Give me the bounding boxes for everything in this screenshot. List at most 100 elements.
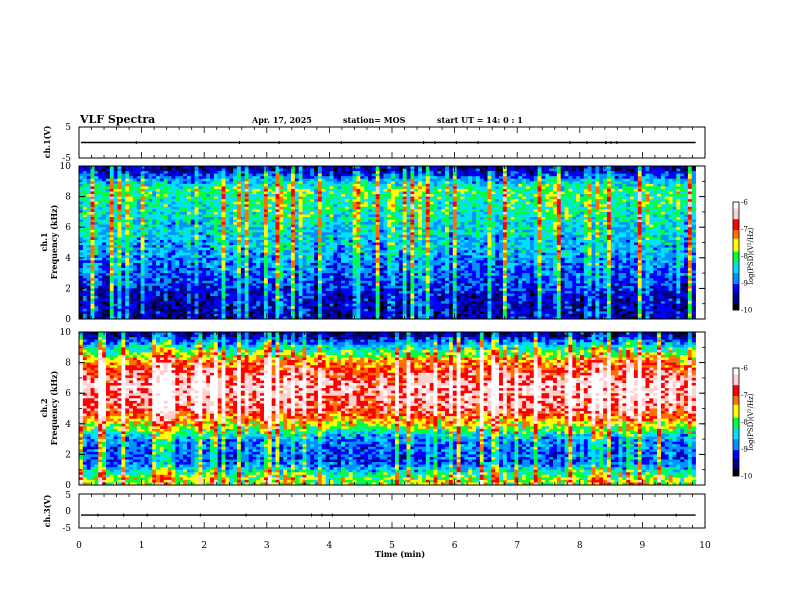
spectrogram-cell [79,291,83,294]
spectrogram-cell [245,265,249,268]
spectrogram-cell [187,181,191,184]
spectrogram-cell [237,245,241,248]
spectrogram-cell [276,220,280,223]
spectrogram-cell [260,217,264,220]
spectrogram-cell [337,245,341,248]
spectrogram-cell [356,169,360,172]
spectrogram-cell [322,202,326,205]
spectrogram-cell [106,291,110,294]
spectrogram-cell [330,232,334,235]
spectrogram-cell [148,181,152,184]
spectrogram-cell [110,230,114,233]
spectrogram-cell [376,260,380,263]
spectrogram-cell [218,288,222,291]
spectrogram-cell [79,237,83,240]
spectrogram-cell [314,217,318,220]
spectrogram-cell [264,217,268,220]
spectrogram-cell [322,311,326,314]
spectrogram-cell [287,273,291,276]
spectrogram-cell [303,217,307,220]
spectrogram-cell [179,304,183,307]
spectrogram-cell [195,265,199,268]
spectrogram-cell [91,271,95,274]
spectrogram-cell [287,291,291,294]
spectrogram-cell [175,311,179,314]
spectrogram-cell [102,214,106,217]
spectrogram-cell [121,222,125,225]
spectrogram-cell [187,237,191,240]
spectrogram-cell [79,314,83,317]
spectrogram-cell [264,243,268,246]
spectrogram-cell [279,243,283,246]
spectrogram-cell [175,199,179,202]
spectrogram-cell [187,255,191,258]
spectrogram-cell [241,186,245,189]
spectrogram-cell [187,258,191,261]
spectrogram-cell [164,250,168,253]
spectrogram-cell [391,268,395,271]
spectrogram-cell [260,214,264,217]
spectrogram-cell [225,288,229,291]
spectrogram-cell [249,263,253,266]
spectrogram-cell [337,309,341,312]
spectrogram-cell [272,202,276,205]
spectrogram-cell [79,189,83,192]
spectrogram-cell [383,271,387,274]
spectrogram-cell [353,237,357,240]
spectrogram-cell [360,288,364,291]
spectrogram-cell [372,202,376,205]
spectrogram-cell [156,199,160,202]
spectrogram-cell [129,314,133,317]
spectrogram-cell [314,212,318,215]
spectrogram-cell [125,260,129,263]
spectrogram-cell [337,288,341,291]
spectrogram-cell [129,299,133,302]
spectrogram-cell [183,296,187,299]
spectrogram-cell [260,291,264,294]
spectrogram-cell [391,288,395,291]
spectrogram-cell [299,248,303,251]
spectrogram-cell [214,250,218,253]
spectrogram-cell [360,235,364,238]
spectrogram-cell [252,245,256,248]
spectrogram-cell [272,294,276,297]
spectrogram-cell [191,220,195,223]
spectrogram-cell [233,199,237,202]
spectrogram-cell [391,202,395,205]
spectrogram-cell [349,235,353,238]
spectrogram-cell [337,225,341,228]
spectrogram-cell [137,253,141,256]
ch1-spectrogram-panel: 0246810 ch.1 Frequency (kHz) [39,162,705,325]
spectrogram-cell [387,278,391,281]
spectrogram-cell [372,169,376,172]
spectrogram-cell [391,230,395,233]
spectrogram-cell [252,184,256,187]
spectrogram-cell [98,222,102,225]
spectrogram-cell [152,304,156,307]
spectrogram-cell [291,250,295,253]
spectrogram-cell [333,220,337,223]
spectrogram-cell [387,209,391,212]
spectrogram-cell [202,227,206,230]
spectrogram-cell [156,230,160,233]
spectrogram-cell [249,304,253,307]
spectrogram-cell [287,268,291,271]
spectrogram-cell [233,304,237,307]
spectrogram-cell [110,248,114,251]
spectrogram-cell [229,271,233,274]
spectrogram-cell [245,186,249,189]
spectrogram-cell [175,230,179,233]
spectrogram-cell [225,192,229,195]
spectrogram-cell [256,171,260,174]
spectrogram-cell [295,176,299,179]
spectrogram-cell [276,271,280,274]
spectrogram-cell [272,299,276,302]
spectrogram-cell [191,197,195,200]
spectrogram-cell [98,207,102,210]
spectrogram-cell [214,189,218,192]
spectrogram-cell [110,179,114,182]
spectrogram-cell [171,169,175,172]
spectrogram-cell [145,286,149,289]
spectrogram-cell [191,268,195,271]
spectrogram-cell [306,299,310,302]
